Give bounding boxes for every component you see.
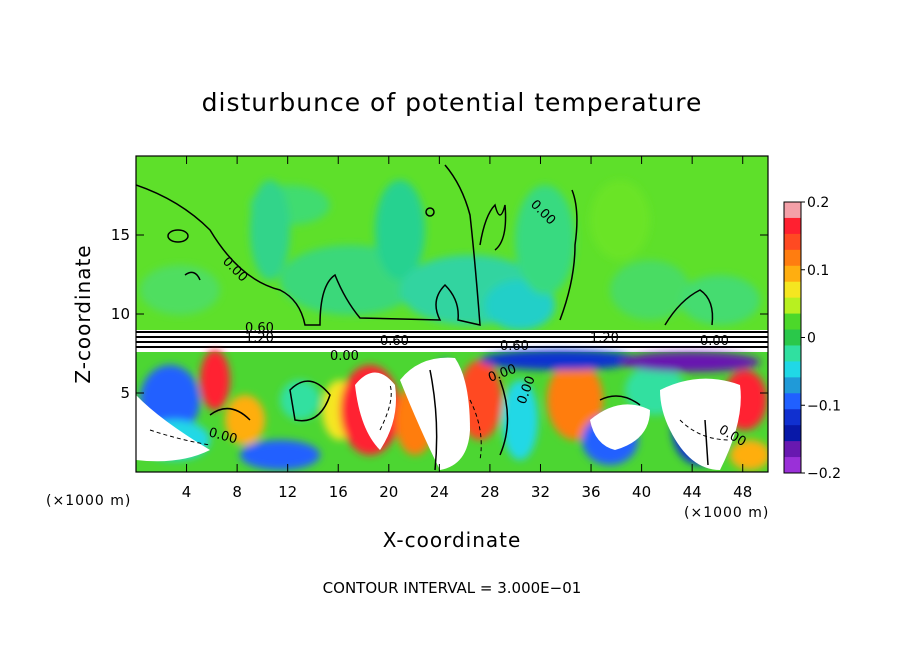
contour-label: 0.60 [245,321,274,336]
colorbar-swatch [784,457,801,474]
y-tick-label: 10 [111,305,130,323]
x-tick-label: 4 [182,483,192,501]
colorbar-swatch [784,329,801,346]
y-tick-label: 15 [111,226,130,244]
colorbar-swatch [784,393,801,410]
contour-label: 0.00 [207,425,239,447]
colorbar-swatch [784,217,801,235]
x-tick-label: 16 [329,483,348,501]
contour-lines [136,164,714,471]
colorbar-swatch [784,313,801,331]
x-tick-label: 48 [733,483,752,501]
contour-label: 0.00 [700,334,729,349]
contour-label: 0.00 [330,349,359,364]
x-unit-right: (×1000 m) [684,505,769,521]
colorbar-tick-label: −0.1 [807,398,841,414]
colorbar-swatch [784,441,801,458]
colorbar-tick-label: −0.2 [807,466,841,482]
contour-dashed [149,384,731,461]
x-tick-label: 8 [232,483,242,501]
colorbar-swatch [784,345,801,362]
x-unit-left: (×1000 m) [46,493,131,509]
x-tick-label: 20 [379,483,398,501]
x-tick-label: 24 [430,483,449,501]
x-tick-label: 32 [531,483,550,501]
x-tick-label: 36 [581,483,600,501]
y-axis-label: Z-coordinate [71,244,95,383]
colorbar-swatch [784,377,801,394]
colorbar-swatch [784,202,801,219]
plot-area: 0.00 0.00 0.00 1.20 0.60 0.60 1.20 0.00 … [136,156,768,472]
y-tick-label: 5 [120,384,130,402]
chart-title: disturbunce of potential temperature [202,88,703,117]
contour-interval-note: CONTOUR INTERVAL = 3.000E−01 [323,579,582,597]
band-lines [136,331,768,348]
contour-label: 0.60 [380,334,409,349]
y-axis-ticks: 5 10 15 [111,226,768,402]
x-tick-label: 44 [683,483,702,501]
x-tick-label: 28 [480,483,499,501]
colorbar-swatch [784,425,801,442]
x-axis-ticks: 4 8 12 16 20 24 28 32 36 40 44 48 [182,156,752,501]
colorbar-swatch [784,361,801,378]
colorbar-tick-label: 0.1 [807,263,829,279]
colorbar-swatch [784,265,801,283]
contour-label: 1.20 [245,331,274,346]
x-tick-label: 40 [632,483,651,501]
contour-label: 1.20 [590,331,619,346]
colorbar-ticks: 0.2 0.1 0 −0.1 −0.2 [801,195,841,482]
colorbar-swatch [784,281,801,299]
upper-teal-patches [140,180,760,330]
colorbar-swatch [784,297,801,315]
colorbar-tick-label: 0 [807,331,816,347]
x-tick-label: 12 [278,483,297,501]
colorbar [783,201,802,474]
contour-label: 0.60 [500,339,529,354]
colorbar-swatch [784,409,801,426]
x-axis-label: X-coordinate [383,528,522,552]
colorbar-tick-label: 0.2 [807,195,829,211]
colorbar-swatch [784,249,801,267]
lower-white-regions [136,357,741,470]
colorbar-swatch [784,233,801,251]
